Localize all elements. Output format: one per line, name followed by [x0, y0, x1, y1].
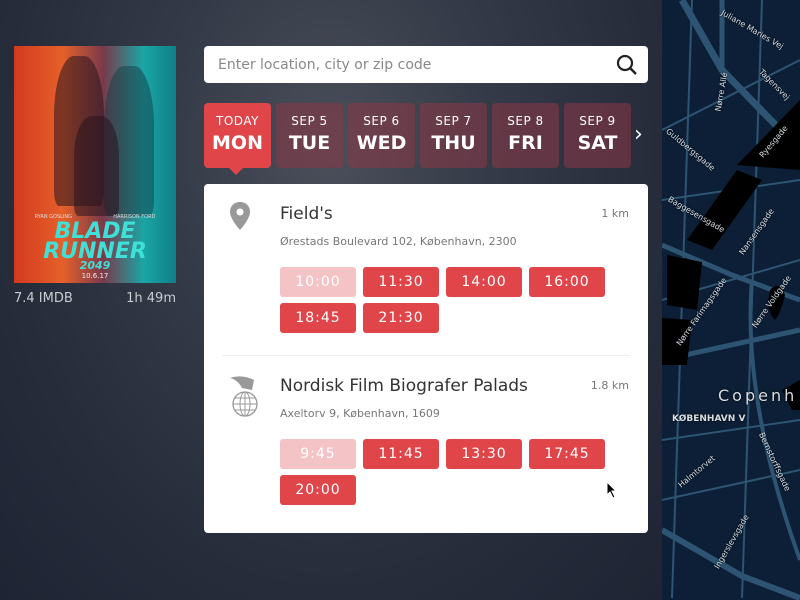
showtime-button[interactable]: 11:30 [363, 267, 439, 297]
poster-subtitle: 2049 [79, 259, 111, 272]
cinema-address: Axeltorv 9, København, 1609 [280, 407, 440, 420]
date-tab-weekday: TUE [288, 132, 331, 154]
nordisk-film-globe-icon [230, 376, 258, 417]
showtime-button[interactable]: 16:00 [529, 267, 605, 297]
date-tab-weekday: SAT [577, 132, 618, 154]
search-icon[interactable] [616, 54, 638, 76]
date-tab-thu[interactable]: SEP 7 THU [420, 103, 487, 168]
date-tab-weekday: MON [212, 132, 263, 154]
map[interactable]: Juliane Maries Vej Tagensvej Nørre Allé … [662, 0, 800, 600]
next-dates-chevron-icon[interactable]: › [634, 122, 643, 147]
location-search-input[interactable] [204, 46, 594, 83]
movie-duration: 1h 49m [126, 291, 176, 306]
date-tab-weekday: THU [431, 132, 476, 154]
poster-cast: RYAN GOSLING [34, 214, 73, 220]
movie-rating: 7.4 IMDB [14, 291, 73, 306]
poster-release: 10.6.17 [81, 272, 109, 280]
date-tab-mon[interactable]: TODAY MON [204, 103, 271, 175]
date-tab-tue[interactable]: SEP 5 TUE [276, 103, 343, 168]
date-tab-day: SEP 6 [363, 114, 400, 128]
map-pin-icon [230, 202, 250, 230]
divider [222, 355, 630, 356]
date-tab-weekday: WED [356, 132, 407, 154]
date-tab-day: TODAY [216, 114, 259, 128]
showtime-button[interactable]: 11:45 [363, 439, 439, 469]
date-tab-weekday: FRI [508, 132, 543, 154]
cinema-distance: 1.8 km [590, 379, 629, 392]
showtime-button[interactable]: 10:00 [280, 267, 356, 297]
date-tab-day: SEP 7 [435, 114, 472, 128]
map-roads [662, 0, 800, 600]
cinema-list: Field's 1 km Ørestads Boulevard 102, Køb… [204, 184, 648, 533]
location-search [204, 46, 648, 83]
map-district-label: KØBENHAVN V [672, 414, 746, 424]
cinema-name[interactable]: Nordisk Film Biografer Palads [280, 376, 528, 396]
date-tab-sat[interactable]: SEP 9 SAT [564, 103, 631, 168]
showtime-button[interactable]: 20:00 [280, 475, 356, 505]
cinema-address: Ørestads Boulevard 102, København, 2300 [280, 235, 517, 248]
poster-title: BLADE RUNNER [43, 219, 147, 264]
date-tab-day: SEP 8 [507, 114, 544, 128]
movie-poster[interactable]: RYAN GOSLING HARRISON FORD BLADE RUNNER … [14, 46, 176, 283]
showtime-button[interactable]: 21:30 [363, 303, 439, 333]
date-tab-day: SEP 5 [291, 114, 328, 128]
cinema-distance: 1 km [601, 207, 629, 220]
showtime-button[interactable]: 17:45 [529, 439, 605, 469]
date-tab-day: SEP 9 [579, 114, 616, 128]
date-tab-wed[interactable]: SEP 6 WED [348, 103, 415, 168]
showtime-button[interactable]: 13:30 [446, 439, 522, 469]
showtime-button[interactable]: 9:45 [280, 439, 356, 469]
cinema-name[interactable]: Field's [280, 204, 333, 224]
date-tab-fri[interactable]: SEP 8 FRI [492, 103, 559, 168]
mouse-cursor-icon [606, 481, 618, 499]
map-city-label: Copenh [718, 386, 798, 405]
showtime-button[interactable]: 18:45 [280, 303, 356, 333]
showtime-button[interactable]: 14:00 [446, 267, 522, 297]
poster-cast: HARRISON FORD [113, 214, 156, 220]
